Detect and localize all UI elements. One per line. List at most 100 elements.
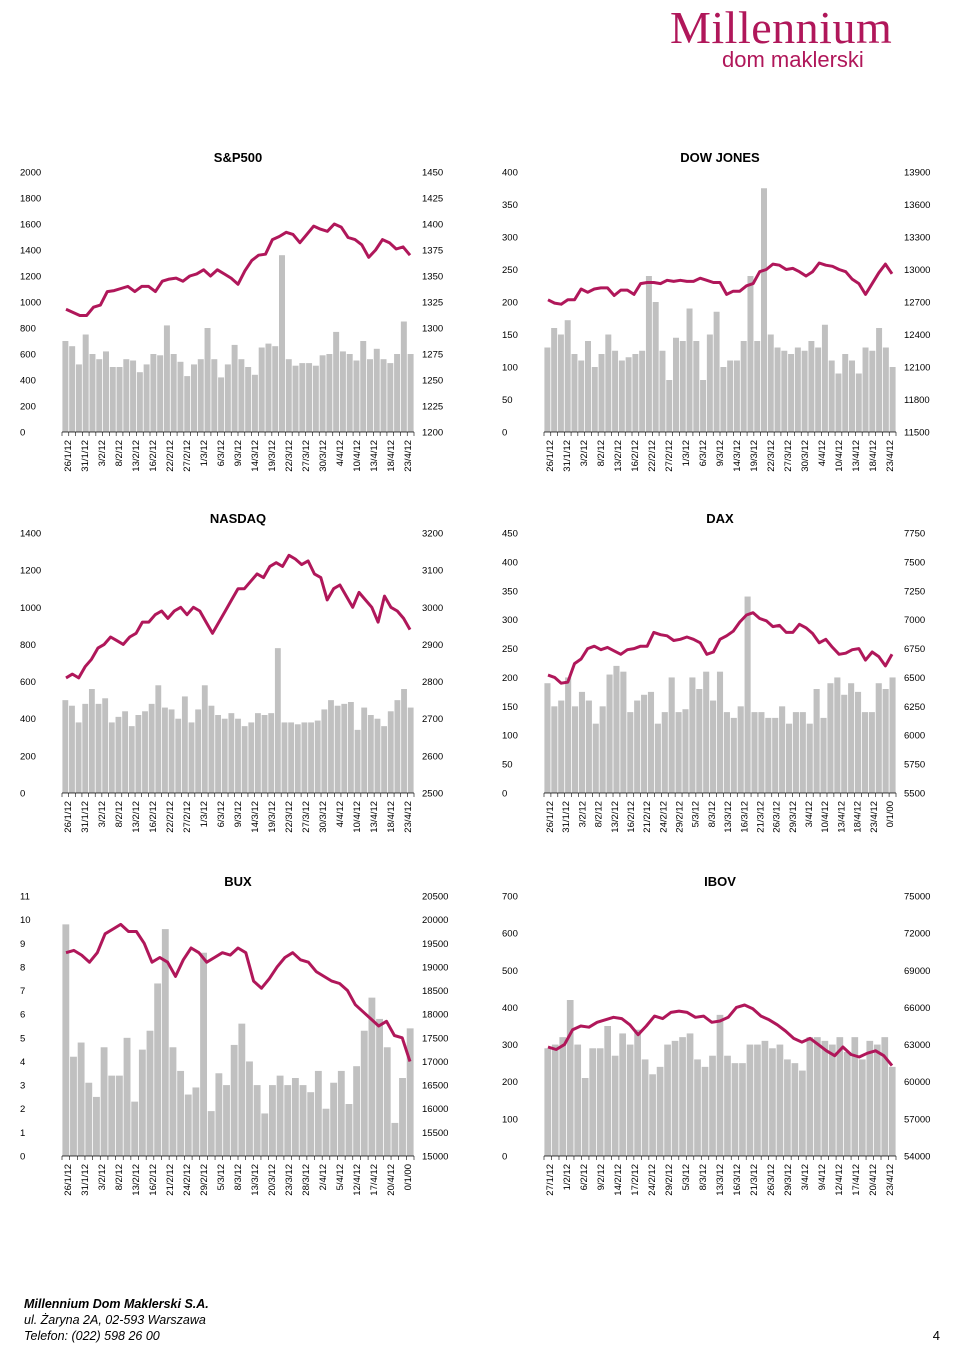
volume-bar xyxy=(168,709,175,793)
volume-bar xyxy=(272,346,279,432)
volume-bar xyxy=(578,691,586,793)
left-tick-label: 11 xyxy=(20,892,30,903)
volume-bar xyxy=(673,337,679,432)
volume-bar xyxy=(612,350,619,432)
volume-bar xyxy=(150,354,157,432)
right-tick-label: 1325 xyxy=(422,298,443,309)
volume-bar xyxy=(235,718,241,793)
x-tick-label: 13/2/12 xyxy=(131,440,142,472)
logo-main-text: Millennium xyxy=(670,2,893,53)
left-tick-label: 300 xyxy=(502,615,518,626)
volume-bar xyxy=(347,702,354,793)
left-tick-label: 1600 xyxy=(20,220,41,231)
right-tick-label: 2500 xyxy=(422,789,443,800)
volume-bar xyxy=(400,321,407,432)
volume-bar xyxy=(716,1014,724,1156)
right-tick-label: 12100 xyxy=(904,363,930,374)
volume-bar xyxy=(675,712,682,793)
x-tick-label: 16/2/12 xyxy=(148,1164,159,1196)
volume-bar xyxy=(668,677,675,793)
volume-bar xyxy=(679,1037,686,1156)
right-tick-label: 75000 xyxy=(904,892,930,903)
volume-bar xyxy=(326,354,333,432)
left-tick-label: 2000 xyxy=(20,168,41,179)
volume-bar xyxy=(321,709,328,793)
volume-bar xyxy=(201,685,208,793)
x-tick-label: 30/3/12 xyxy=(318,801,329,833)
volume-bar xyxy=(75,722,82,793)
left-tick-label: 0 xyxy=(20,428,25,439)
volume-bar xyxy=(611,1055,619,1156)
volume-bar xyxy=(85,1082,93,1156)
volume-bar xyxy=(88,689,95,793)
x-tick-label: 18/4/12 xyxy=(853,801,864,833)
volume-bar xyxy=(557,334,564,432)
right-tick-label: 1275 xyxy=(422,350,443,361)
x-tick-label: 9/2/12 xyxy=(596,1164,607,1190)
volume-bar xyxy=(572,706,579,793)
x-tick-label: 16/2/12 xyxy=(148,801,159,833)
volume-bar xyxy=(123,1037,131,1156)
volume-bar xyxy=(854,691,862,793)
x-tick-label: 17/4/12 xyxy=(851,1164,862,1196)
x-tick-label: 14/3/12 xyxy=(250,801,261,833)
volume-bar xyxy=(333,331,340,432)
volume-bar xyxy=(875,683,882,793)
volume-bar xyxy=(564,320,571,432)
volume-bar xyxy=(170,354,177,432)
volume-bar xyxy=(69,346,76,432)
left-tick-label: 800 xyxy=(20,640,36,651)
volume-bar xyxy=(116,367,123,432)
volume-bar xyxy=(258,347,265,432)
x-tick-label: 20/4/12 xyxy=(386,1164,397,1196)
right-tick-label: 2900 xyxy=(422,640,443,651)
volume-bar xyxy=(148,703,155,793)
volume-bar xyxy=(307,1092,315,1156)
x-tick-label: 4/4/12 xyxy=(335,440,346,466)
volume-bar xyxy=(862,347,869,432)
volume-bar xyxy=(720,367,727,432)
x-tick-label: 27/2/12 xyxy=(182,801,193,833)
left-tick-label: 300 xyxy=(502,233,518,244)
x-tick-label: 31/1/12 xyxy=(562,440,573,472)
volume-bar xyxy=(645,276,652,432)
chart-title: NASDAQ xyxy=(210,511,266,526)
right-tick-label: 63000 xyxy=(904,1040,930,1051)
left-tick-label: 6 xyxy=(20,1010,25,1021)
volume-bar xyxy=(204,328,211,432)
volume-bar xyxy=(261,1113,269,1156)
volume-bar xyxy=(231,344,238,432)
right-tick-label: 1200 xyxy=(422,428,443,439)
x-tick-label: 23/4/12 xyxy=(885,1164,896,1196)
volume-bar xyxy=(339,351,346,432)
volume-bar xyxy=(664,1044,671,1156)
right-tick-label: 5750 xyxy=(904,760,925,771)
volume-bar xyxy=(312,365,319,432)
volume-bar xyxy=(69,705,75,793)
x-tick-label: 13/3/12 xyxy=(723,801,734,833)
volume-bar xyxy=(589,1048,597,1156)
volume-bar xyxy=(245,367,252,432)
x-tick-label: 24/2/12 xyxy=(658,801,669,833)
volume-bar xyxy=(731,1063,739,1156)
left-tick-label: 700 xyxy=(502,892,518,903)
x-tick-label: 27/3/12 xyxy=(301,440,312,472)
right-tick-label: 1425 xyxy=(422,194,443,205)
left-tick-label: 400 xyxy=(502,557,518,568)
x-tick-label: 3/4/12 xyxy=(800,1164,811,1190)
volume-bar xyxy=(828,360,835,432)
x-tick-label: 6/2/12 xyxy=(579,1164,590,1190)
volume-bar xyxy=(876,328,883,432)
volume-bar xyxy=(207,1111,215,1156)
price-line xyxy=(547,1003,894,1067)
volume-bar xyxy=(827,683,834,793)
x-tick-label: 9/3/12 xyxy=(715,440,726,466)
x-tick-label: 5/4/12 xyxy=(335,1164,346,1190)
volume-bar xyxy=(604,1026,612,1156)
volume-bar xyxy=(558,700,565,793)
volume-bar xyxy=(647,691,655,793)
volume-bar xyxy=(767,334,774,432)
x-tick-label: 27/1/12 xyxy=(545,1164,556,1196)
x-tick-label: 8/2/12 xyxy=(114,801,125,827)
x-tick-label: 9/3/12 xyxy=(233,801,244,827)
